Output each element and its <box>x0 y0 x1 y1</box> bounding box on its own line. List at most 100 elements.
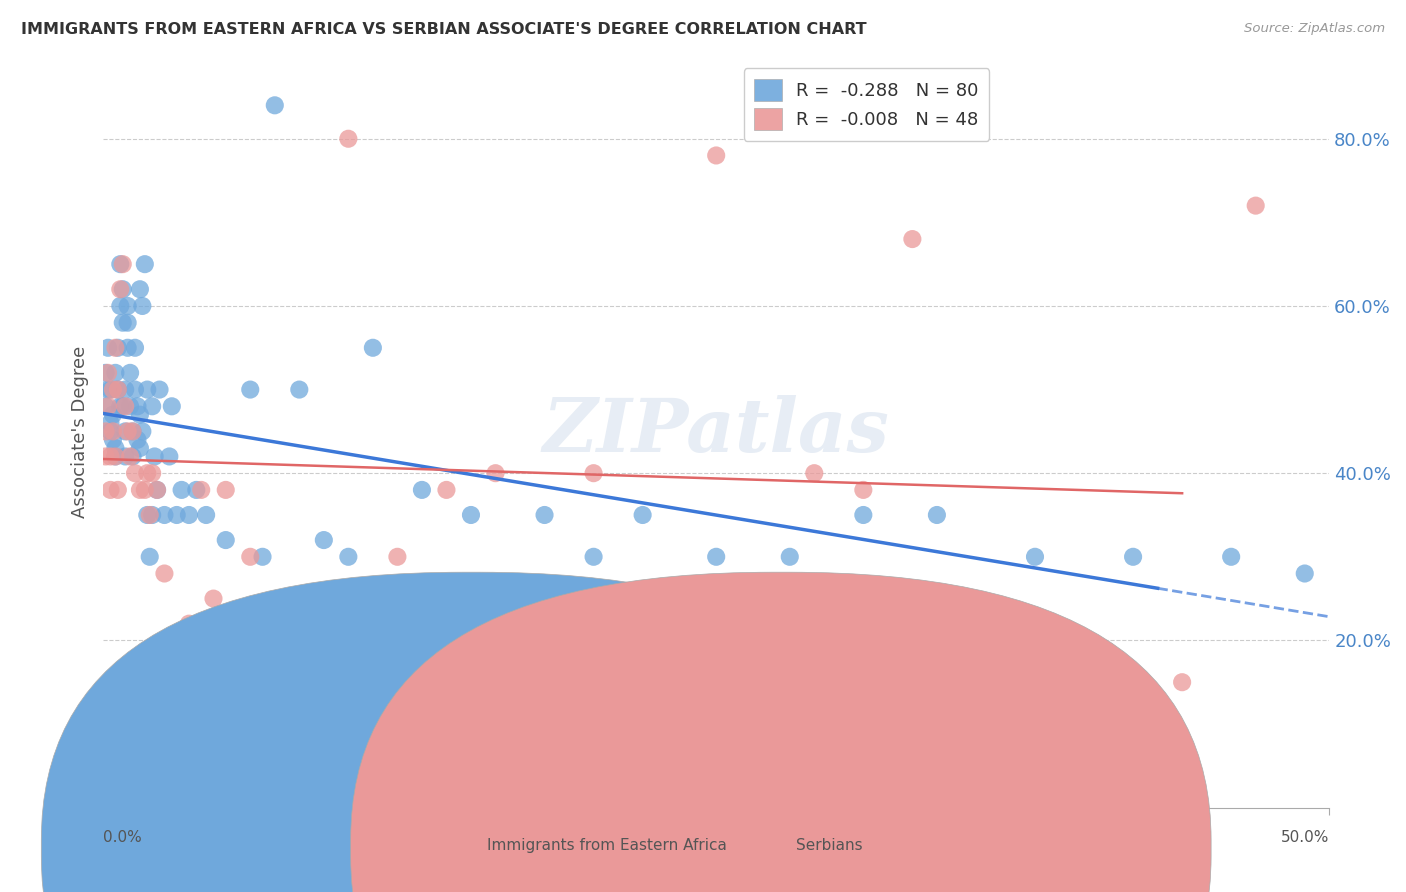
Point <box>94 450 117 464</box>
Point <box>484 466 506 480</box>
Point <box>1294 566 1316 581</box>
Point <box>97 366 120 380</box>
Point <box>436 483 458 497</box>
Point <box>190 633 212 648</box>
Point <box>312 533 335 547</box>
Point <box>202 650 225 665</box>
Point <box>117 425 139 439</box>
Text: Source: ZipAtlas.com: Source: ZipAtlas.com <box>1244 22 1385 36</box>
Point <box>170 483 193 497</box>
Point <box>779 549 801 564</box>
Point <box>97 341 120 355</box>
Point <box>852 508 875 522</box>
Point <box>104 366 127 380</box>
Point <box>215 533 238 547</box>
Point <box>704 148 727 162</box>
Point <box>129 483 152 497</box>
Point <box>361 341 384 355</box>
Point <box>100 483 122 497</box>
Point <box>852 483 875 497</box>
Point <box>101 433 124 447</box>
Point <box>533 508 555 522</box>
Point <box>1024 633 1046 648</box>
Point <box>177 508 200 522</box>
Legend: R =  -0.288   N = 80, R =  -0.008   N = 48: R = -0.288 N = 80, R = -0.008 N = 48 <box>744 68 990 141</box>
Point <box>114 450 136 464</box>
Point <box>100 383 122 397</box>
Point <box>950 650 973 665</box>
Point <box>177 616 200 631</box>
Point <box>631 508 654 522</box>
Point <box>160 399 183 413</box>
Point <box>803 466 825 480</box>
Point <box>337 132 360 146</box>
Point <box>160 633 183 648</box>
Point <box>153 566 176 581</box>
Point <box>215 483 238 497</box>
Point <box>111 399 134 413</box>
Point <box>134 257 156 271</box>
Point <box>1244 199 1267 213</box>
Point <box>226 633 249 648</box>
Point <box>136 508 159 522</box>
Point <box>1097 666 1119 681</box>
Point <box>141 466 163 480</box>
Point <box>166 633 188 648</box>
Point <box>704 549 727 564</box>
Point <box>114 399 136 413</box>
Point <box>101 383 124 397</box>
Point <box>104 450 127 464</box>
Point <box>104 450 127 464</box>
Point <box>107 383 129 397</box>
Point <box>582 466 605 480</box>
Point <box>124 466 146 480</box>
Point <box>97 399 120 413</box>
Point <box>146 483 169 497</box>
Point <box>107 341 129 355</box>
Point <box>121 425 143 439</box>
Point <box>94 425 117 439</box>
Text: ZIPatlas: ZIPatlas <box>543 395 890 467</box>
Point <box>131 425 153 439</box>
Text: IMMIGRANTS FROM EASTERN AFRICA VS SERBIAN ASSOCIATE'S DEGREE CORRELATION CHART: IMMIGRANTS FROM EASTERN AFRICA VS SERBIA… <box>21 22 866 37</box>
Point <box>136 383 159 397</box>
Point <box>120 450 142 464</box>
Point <box>121 450 143 464</box>
Point <box>117 299 139 313</box>
Point <box>136 466 159 480</box>
Point <box>117 341 139 355</box>
Point <box>141 399 163 413</box>
Point <box>186 483 208 497</box>
Point <box>129 282 152 296</box>
Point <box>129 408 152 422</box>
Point <box>143 450 166 464</box>
Point <box>153 508 176 522</box>
Point <box>121 425 143 439</box>
Point <box>129 441 152 455</box>
Point <box>1024 549 1046 564</box>
Point <box>288 383 311 397</box>
Point <box>157 450 180 464</box>
Point <box>202 591 225 606</box>
Point <box>104 341 127 355</box>
Point <box>138 549 160 564</box>
Point <box>124 383 146 397</box>
Point <box>190 483 212 497</box>
Point <box>146 483 169 497</box>
Text: 0.0%: 0.0% <box>103 830 142 845</box>
Point <box>100 450 122 464</box>
Point <box>100 416 122 430</box>
Point <box>901 232 924 246</box>
Point <box>131 299 153 313</box>
Text: Immigrants from Eastern Africa: Immigrants from Eastern Africa <box>486 838 727 853</box>
Point <box>1220 549 1243 564</box>
Point <box>94 366 117 380</box>
Point <box>111 316 134 330</box>
Point <box>138 508 160 522</box>
Point <box>166 508 188 522</box>
Point <box>120 366 142 380</box>
Point <box>101 408 124 422</box>
Point <box>100 425 122 439</box>
Point <box>124 341 146 355</box>
Point <box>1122 549 1144 564</box>
